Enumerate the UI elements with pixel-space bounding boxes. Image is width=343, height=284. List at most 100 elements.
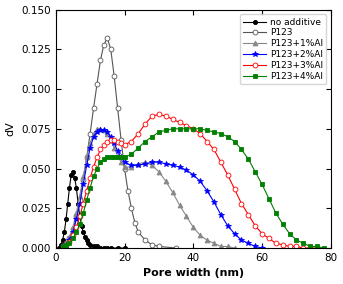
no additive <box>73 176 77 180</box>
X-axis label: Pore width (nm): Pore width (nm) <box>143 268 244 278</box>
P123+2%Al <box>233 232 237 235</box>
P123+3%Al <box>157 113 161 116</box>
P123+4%Al <box>287 232 292 235</box>
no additive <box>98 246 103 250</box>
P123+1%Al <box>198 234 202 237</box>
P123+4%Al <box>205 129 209 132</box>
P123+3%Al <box>61 245 65 248</box>
P123+2%Al <box>191 173 196 177</box>
P123+3%Al <box>64 243 68 247</box>
P123+2%Al <box>102 129 106 132</box>
P123+1%Al <box>177 203 181 207</box>
P123 <box>112 75 116 78</box>
P123+3%Al <box>267 237 271 240</box>
P123+4%Al <box>315 245 319 248</box>
P123 <box>119 138 123 142</box>
P123+1%Al <box>88 141 92 145</box>
P123+2%Al <box>170 164 175 167</box>
P123+4%Al <box>212 130 216 134</box>
P123+2%Al <box>177 165 181 169</box>
P123+4%Al <box>88 186 92 189</box>
P123+3%Al <box>177 121 181 124</box>
P123+2%Al <box>212 200 216 204</box>
Line: P123: P123 <box>60 36 179 250</box>
P123+1%Al <box>85 156 89 159</box>
no additive <box>64 218 68 221</box>
P123+2%Al <box>78 202 82 205</box>
P123+4%Al <box>301 242 305 245</box>
no additive <box>85 238 89 242</box>
no additive <box>81 230 85 234</box>
P123+4%Al <box>198 127 202 130</box>
P123+4%Al <box>102 157 106 161</box>
P123+1%Al <box>129 165 133 169</box>
P123+1%Al <box>98 127 103 130</box>
P123 <box>116 106 120 110</box>
P123+4%Al <box>109 156 113 159</box>
P123+4%Al <box>260 183 264 186</box>
P123 <box>102 43 106 46</box>
P123+1%Al <box>164 179 168 183</box>
P123+2%Al <box>112 141 116 145</box>
P123 <box>95 83 99 86</box>
P123 <box>174 246 178 250</box>
P123+4%Al <box>119 156 123 159</box>
no additive <box>62 230 67 234</box>
no additive <box>86 242 91 245</box>
P123+1%Al <box>170 191 175 194</box>
no additive <box>102 246 106 250</box>
P123+4%Al <box>71 237 75 240</box>
no additive <box>61 238 65 242</box>
P123+1%Al <box>64 242 68 245</box>
P123+3%Al <box>102 143 106 146</box>
no additive <box>69 173 73 177</box>
P123+3%Al <box>274 242 278 245</box>
P123+3%Al <box>116 140 120 143</box>
P123+4%Al <box>191 127 196 130</box>
P123+4%Al <box>294 238 298 242</box>
P123+3%Al <box>129 140 133 143</box>
P123+2%Al <box>143 162 147 166</box>
no additive <box>57 246 61 250</box>
no additive <box>92 245 96 248</box>
P123+1%Al <box>157 170 161 174</box>
P123+2%Al <box>61 245 65 248</box>
P123+3%Al <box>150 114 154 118</box>
P123+4%Al <box>61 245 65 248</box>
P123+4%Al <box>281 222 285 226</box>
P123+1%Al <box>92 132 96 135</box>
P123+4%Al <box>129 153 133 156</box>
P123+4%Al <box>177 127 181 130</box>
P123+2%Al <box>92 135 96 138</box>
P123+4%Al <box>226 135 230 138</box>
no additive <box>109 246 113 250</box>
P123 <box>68 237 72 240</box>
P123+3%Al <box>85 189 89 193</box>
P123 <box>71 227 75 231</box>
P123+2%Al <box>226 224 230 227</box>
P123+3%Al <box>219 160 223 164</box>
Legend: no additive, P123, P123+1%Al, P123+2%Al, P123+3%Al, P123+4%Al: no additive, P123, P123+1%Al, P123+2%Al,… <box>240 14 327 84</box>
P123+3%Al <box>68 240 72 243</box>
P123+2%Al <box>260 246 264 250</box>
Line: no additive: no additive <box>57 170 127 250</box>
P123+1%Al <box>136 162 140 166</box>
P123+2%Al <box>88 146 92 150</box>
P123+2%Al <box>68 238 72 242</box>
P123+3%Al <box>105 140 109 143</box>
P123+1%Al <box>122 165 127 169</box>
P123+3%Al <box>109 138 113 142</box>
P123+3%Al <box>74 226 79 229</box>
P123+3%Al <box>308 246 312 250</box>
P123+4%Al <box>122 156 127 159</box>
P123+2%Al <box>122 160 127 164</box>
P123+2%Al <box>105 130 109 134</box>
P123 <box>64 242 68 245</box>
P123 <box>81 178 85 181</box>
P123+3%Al <box>315 246 319 250</box>
P123+3%Al <box>301 246 305 250</box>
P123+3%Al <box>233 187 237 191</box>
P123+4%Al <box>239 148 244 151</box>
P123+4%Al <box>150 135 154 138</box>
no additive <box>68 186 72 189</box>
